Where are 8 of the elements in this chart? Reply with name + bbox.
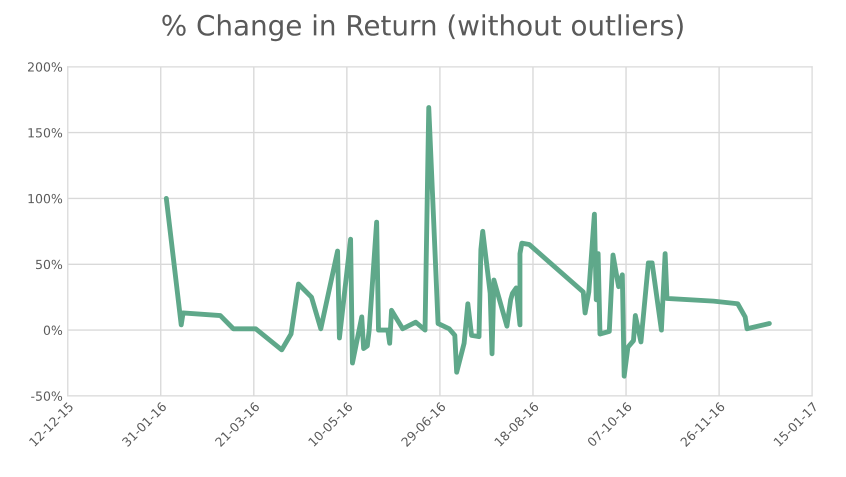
y-tick-label: 50% <box>36 260 62 270</box>
y-tick-label: 200% <box>28 62 62 72</box>
y-tick-label: 0% <box>44 326 62 336</box>
line-series <box>164 105 772 379</box>
y-tick-label: 150% <box>28 128 62 138</box>
chart-title: % Change in Return (without outliers) <box>162 14 683 42</box>
y-tick-label: 100% <box>28 194 62 204</box>
y-tick-label: -50% <box>31 391 62 401</box>
